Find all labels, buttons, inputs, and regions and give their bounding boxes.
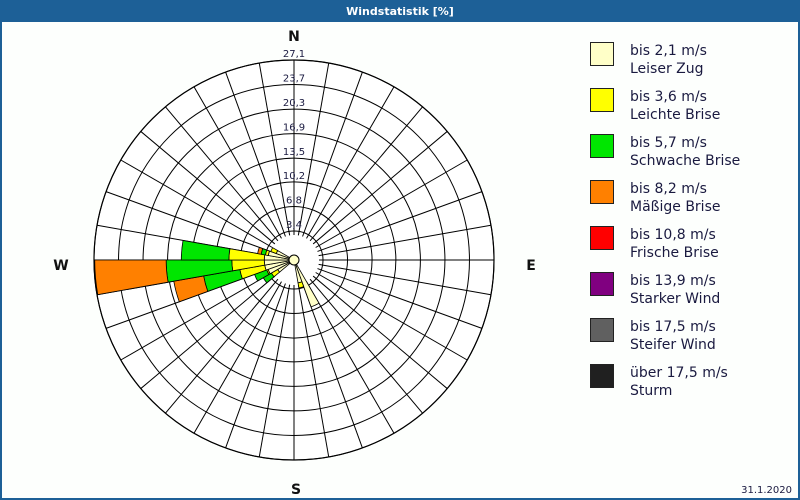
legend-range: bis 17,5 m/s xyxy=(630,319,716,335)
compass-south: S xyxy=(291,482,301,498)
legend-swatch xyxy=(590,88,614,112)
legend-swatch xyxy=(590,42,614,66)
chart-title: Windstatistik [%] xyxy=(2,2,798,22)
legend-label: Starker Wind xyxy=(630,291,721,307)
legend-label: Sturm xyxy=(630,383,673,399)
legend-swatch xyxy=(590,272,614,296)
legend-swatch xyxy=(590,364,614,388)
compass-east: E xyxy=(526,258,536,274)
legend-range: bis 2,1 m/s xyxy=(630,43,707,59)
legend-label: Steifer Wind xyxy=(630,337,716,353)
legend-swatch xyxy=(590,180,614,204)
legend-swatch xyxy=(590,134,614,158)
compass-west: W xyxy=(53,258,68,274)
date-stamp: 31.1.2020 xyxy=(741,485,792,496)
svg-text:13,5: 13,5 xyxy=(283,147,305,158)
svg-text:20,3: 20,3 xyxy=(283,98,305,109)
legend-range: bis 3,6 m/s xyxy=(630,89,707,105)
wind-rose-calm-circle xyxy=(288,254,300,266)
legend-label: Mäßige Brise xyxy=(630,199,721,215)
ring-labels: 3,4 6,8 10,2 13,5 16,9 20,3 23,7 27,1 xyxy=(283,49,305,231)
legend-label: Leichte Brise xyxy=(630,107,721,123)
legend-label: Frische Brise xyxy=(630,245,719,261)
legend-range: bis 13,9 m/s xyxy=(630,273,716,289)
legend-swatch xyxy=(590,318,614,342)
legend-range: über 17,5 m/s xyxy=(630,365,728,381)
svg-text:23,7: 23,7 xyxy=(283,74,305,85)
svg-text:3,4: 3,4 xyxy=(286,220,302,231)
svg-text:27,1: 27,1 xyxy=(283,49,305,60)
svg-text:10,2: 10,2 xyxy=(283,171,305,182)
svg-text:6,8: 6,8 xyxy=(286,195,302,206)
legend-range: bis 10,8 m/s xyxy=(630,227,716,243)
wind-rose-bars xyxy=(94,239,320,308)
legend-label: Schwache Brise xyxy=(630,153,741,169)
legend-swatch xyxy=(590,226,614,250)
svg-text:16,9: 16,9 xyxy=(283,123,305,134)
legend-label: Leiser Zug xyxy=(630,61,704,77)
legend-range: bis 5,7 m/s xyxy=(630,135,707,151)
compass-north: N xyxy=(288,29,300,45)
legend-range: bis 8,2 m/s xyxy=(630,181,707,197)
